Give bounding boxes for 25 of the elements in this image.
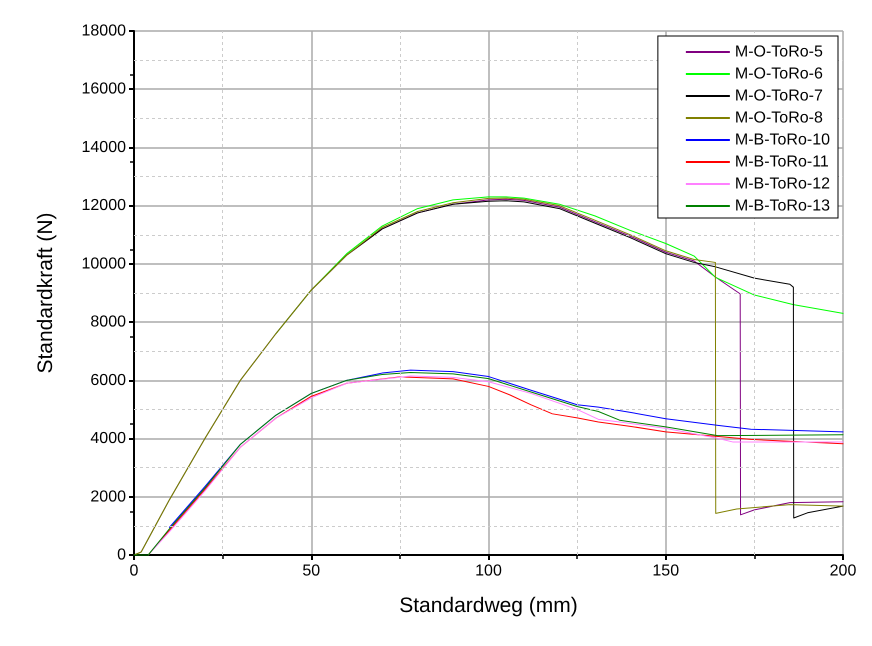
y-axis-title: Standardkraft (N) <box>34 212 57 374</box>
legend-label: M-O-ToRo-6 <box>734 66 823 82</box>
y-tick-label: 18000 <box>82 22 126 40</box>
y-tick-label: 10000 <box>82 255 126 272</box>
x-tick-label: 150 <box>652 562 680 580</box>
y-tick-label: 14000 <box>82 138 126 156</box>
x-tick-label: 200 <box>830 562 856 580</box>
x-tick-label: 50 <box>302 562 320 580</box>
x-axis-title: Standardweg (mm) <box>399 594 578 617</box>
x-tick-label: 100 <box>475 562 502 580</box>
y-tick-label: 2000 <box>90 488 126 506</box>
y-tick-label: 8000 <box>90 314 126 331</box>
legend-label: M-B-ToRo-13 <box>734 198 830 214</box>
y-tick-label: 6000 <box>90 372 126 389</box>
legend-label: M-B-ToRo-12 <box>734 176 830 192</box>
y-tick-label: 16000 <box>82 80 126 98</box>
legend-label: M-B-ToRo-11 <box>734 154 829 170</box>
legend-label: M-B-ToRo-10 <box>734 132 830 148</box>
x-tick-label: 0 <box>130 562 139 580</box>
y-tick-label: 4000 <box>90 430 126 448</box>
legend-label: M-O-ToRo-7 <box>734 88 823 104</box>
y-tick-label: 12000 <box>82 197 126 214</box>
legend-label: M-O-ToRo-5 <box>734 44 823 60</box>
y-tick-label: 0 <box>117 546 126 564</box>
legend-label: M-O-ToRo-8 <box>734 110 823 126</box>
